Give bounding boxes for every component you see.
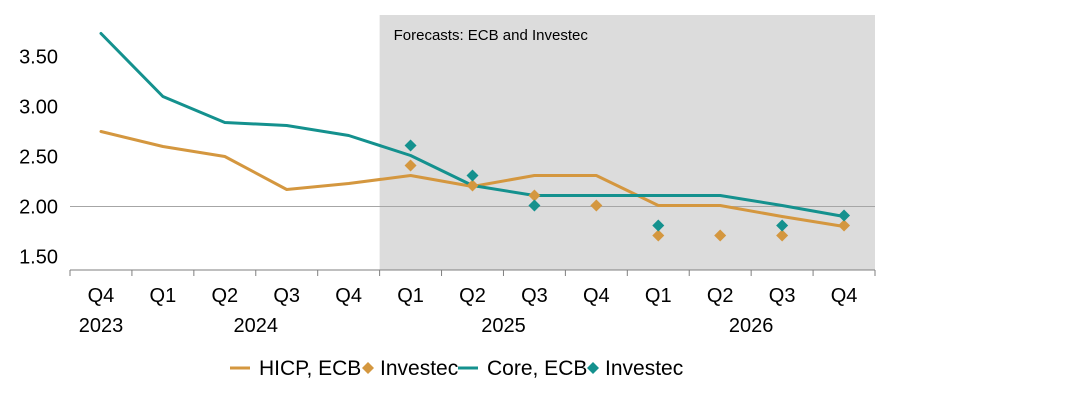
legend-swatch-marker: [587, 362, 599, 374]
series-markers: [404, 139, 851, 242]
x-tick-label: Q2: [707, 285, 734, 307]
legend-label: Investec: [605, 357, 683, 380]
y-tick-label: 2.50: [19, 147, 58, 169]
x-tick-label: Q3: [521, 285, 548, 307]
investec-core-marker: [652, 219, 665, 232]
x-axis-year-labels: 2023 2024 2025 2026: [79, 315, 774, 337]
investec-hicp-marker: [776, 229, 789, 242]
x-tick-label: Q1: [645, 285, 672, 307]
x-tick-label: Q4: [335, 285, 362, 307]
legend-label: Investec: [380, 357, 458, 380]
y-tick-label: 2.00: [19, 197, 58, 219]
x-tick-label: Q4: [88, 285, 115, 307]
x-tick-label: Q3: [273, 285, 300, 307]
investec-hicp-marker: [528, 189, 541, 202]
legend: HICP, ECB Investec Core, ECB Investec: [230, 357, 683, 380]
forecast-annotation: Forecasts: ECB and Investec: [394, 27, 589, 44]
investec-core-marker: [466, 169, 479, 182]
legend-swatch-marker: [362, 362, 374, 374]
legend-label: HICP, ECB: [259, 357, 361, 380]
x-tick-label: Q2: [459, 285, 486, 307]
legend-label: Core, ECB: [487, 357, 587, 380]
x-axis-tick-marks: [69, 270, 876, 276]
x-axis-quarter-labels: Q4 Q1 Q2 Q3 Q4 Q1 Q2 Q3 Q4 Q1 Q2 Q3 Q4: [88, 285, 858, 307]
investec-core-marker: [838, 209, 851, 222]
y-tick-label: 3.50: [19, 47, 58, 69]
year-label: 2025: [481, 315, 526, 337]
investec-hicp-marker: [838, 219, 851, 232]
x-tick-label: Q4: [831, 285, 858, 307]
x-tick-label: Q4: [583, 285, 610, 307]
year-label: 2026: [729, 315, 774, 337]
x-tick-label: Q1: [150, 285, 177, 307]
investec-core-marker: [528, 199, 541, 212]
x-tick-label: Q3: [769, 285, 796, 307]
year-label: 2023: [79, 315, 124, 337]
investec-hicp-marker: [652, 229, 665, 242]
investec-core-marker: [404, 139, 417, 152]
x-tick-label: Q1: [397, 285, 424, 307]
investec-hicp-marker: [714, 229, 727, 242]
year-label: 2024: [234, 315, 279, 337]
investec-hicp-marker: [466, 179, 479, 192]
y-tick-label: 3.00: [19, 97, 58, 119]
investec-core-marker: [776, 219, 789, 232]
y-axis-ticks: 1.50 2.00 2.50 3.00 3.50: [19, 47, 58, 269]
forecast-shaded-region: [379, 15, 875, 270]
x-tick-label: Q2: [211, 285, 238, 307]
investec-hicp-marker: [590, 199, 603, 212]
investec-hicp-marker: [404, 159, 417, 172]
y-tick-label: 1.50: [19, 247, 58, 269]
